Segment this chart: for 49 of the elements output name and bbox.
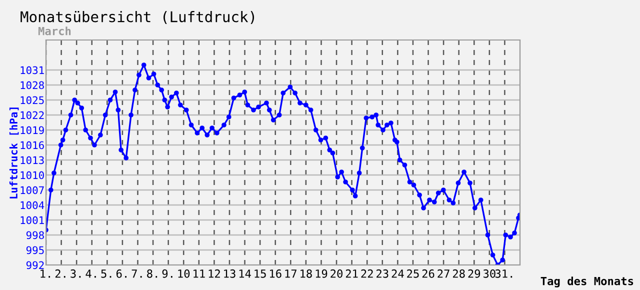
x-tick-label: 10 (178, 269, 190, 278)
x-tick-label: 13 (224, 269, 236, 278)
x-tick-label: 31. (495, 269, 512, 278)
x-tick-label: 9. (162, 269, 172, 278)
chart-title: Monatsübersicht (Luftdruck) (20, 10, 254, 24)
x-tick-label: 26 (422, 269, 434, 278)
y-tick-label: 1010 (20, 171, 44, 180)
y-tick-label: 1028 (20, 81, 44, 90)
x-tick-label: 2. (55, 269, 66, 278)
x-tick-label: 14 (239, 270, 251, 278)
x-tick-label: 19 (316, 269, 328, 278)
y-tick-label: 1022 (20, 111, 44, 120)
y-tick-label: 995 (26, 246, 44, 254)
x-tick-label: 7. (132, 270, 142, 278)
x-tick-label: 15 (254, 270, 266, 278)
y-tick-label: 1004 (20, 201, 44, 210)
x-tick-label: 8. (147, 269, 158, 278)
x-tick-label: 22 (361, 269, 373, 278)
x-tick-label: 1. (40, 270, 50, 278)
x-tick-label: 6. (116, 269, 126, 278)
x-tick-label: 23 (376, 269, 388, 278)
y-tick-label: 1016 (20, 141, 44, 150)
x-tick-label: 29 (468, 269, 480, 278)
y-tick-label: 992 (26, 261, 44, 270)
x-tick-label: 25 (407, 269, 419, 278)
x-tick-label: 30 (483, 269, 496, 278)
chart-subtitle: March (38, 26, 71, 36)
x-tick-label: 21 (346, 269, 358, 278)
x-tick-label: 4. (86, 270, 96, 278)
x-axis-title: Tag des Monats (540, 276, 634, 288)
y-tick-label: 1013 (20, 156, 44, 164)
x-tick-label: 18 (300, 269, 312, 278)
x-tick-label: 11 (194, 270, 205, 278)
y-tick-label: 1025 (20, 96, 44, 104)
y-axis-title: Luftdruck [hPa] (9, 108, 19, 198)
y-tick-label: 1001 (20, 216, 44, 224)
y-tick-label: 1019 (20, 126, 44, 134)
x-tick-label: 5. (101, 270, 112, 278)
x-tick-label: 27 (438, 269, 450, 278)
x-tick-label: 17 (285, 270, 296, 278)
y-tick-label: 1031 (20, 66, 44, 74)
x-tick-label: 12 (208, 269, 220, 278)
y-tick-label: 1007 (20, 186, 44, 194)
x-tick-label: 3. (70, 269, 81, 278)
x-tick-label: 20 (330, 269, 342, 278)
y-tick-label: 998 (26, 231, 44, 240)
x-tick-label: 16 (270, 269, 282, 278)
x-tick-label: 24 (392, 269, 404, 278)
x-tick-label: 28 (452, 269, 465, 278)
